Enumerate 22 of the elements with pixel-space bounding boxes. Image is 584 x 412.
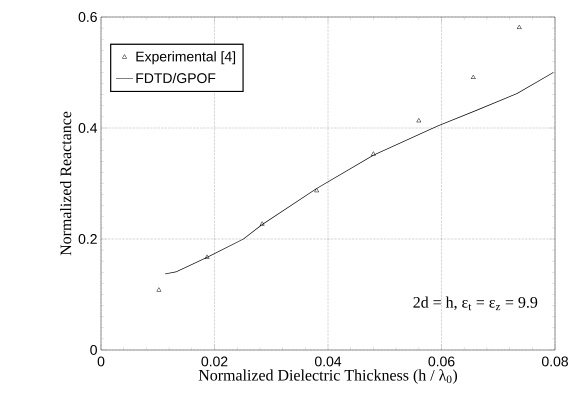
x-tick-label: 0.02	[201, 356, 228, 366]
y-axis-title: Normalized Reactance	[60, 112, 72, 256]
x-axis-title: Normalized Dielectric Thickness (h / λ$_{0}$)	[198, 369, 458, 384]
y-tick-label: 0.4	[78, 123, 98, 133]
point	[416, 118, 422, 122]
x-tick-label: 0	[98, 356, 104, 366]
point	[204, 254, 210, 259]
x-tick-label: 0.08	[542, 356, 568, 366]
x-tick-label: 0.06	[428, 356, 454, 366]
point	[314, 188, 320, 192]
y-tick-label: 0.6	[78, 12, 97, 22]
y-tick-label: 0	[90, 345, 97, 355]
y-tick-label: 0.2	[78, 234, 97, 244]
point	[260, 221, 265, 226]
point	[470, 74, 476, 79]
point	[371, 151, 376, 156]
x-tick-label: 0.04	[314, 356, 342, 366]
point	[516, 24, 522, 30]
annotation: 2d = h, ε$_{t}$ = ε$_{z}$ = 9.9	[413, 296, 538, 310]
point	[156, 287, 162, 292]
legend-label: Experimental [4]	[136, 51, 236, 64]
legend-label: FDTD/GPOF	[136, 72, 216, 84]
